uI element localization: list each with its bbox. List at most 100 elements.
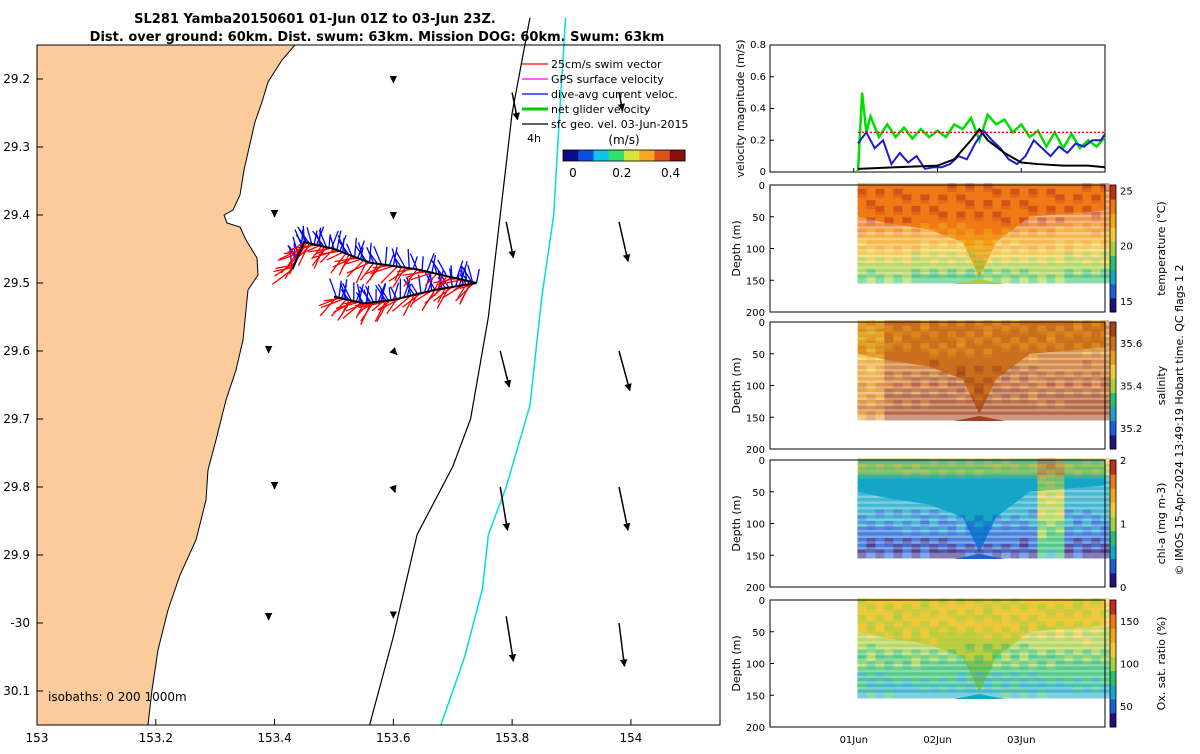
section-colorbar-swatch <box>1110 421 1116 436</box>
section-colorbar-tick-label: 1 <box>1120 520 1126 531</box>
section-data-cell <box>902 411 911 420</box>
isobaths-label: isobaths: 0 200 1000m <box>48 690 187 704</box>
colorbar-tick-label: 0 <box>569 166 577 180</box>
sfc-velocity-arrow <box>393 487 395 492</box>
section-colorbar-label: salinity <box>1155 365 1168 405</box>
section-y-tick-label: 150 <box>746 551 765 562</box>
colorbar-tick-label: 0.2 <box>612 166 631 180</box>
sfc-velocity-arrow <box>500 351 509 387</box>
section-data-cell <box>1010 411 1019 420</box>
section-mask-bottom <box>770 421 1105 448</box>
section-colorbar-swatch <box>1110 516 1116 531</box>
current-vector <box>422 256 423 270</box>
section-data-cell <box>884 274 893 283</box>
section-colorbar-swatch <box>1110 545 1116 560</box>
section-colorbar-tick-label: 15 <box>1120 297 1133 308</box>
section-colorbar-tick-label: 100 <box>1120 660 1139 671</box>
section-data-cell <box>1001 411 1010 420</box>
map-y-tick-label: 29.4 <box>3 208 30 222</box>
map-x-tick-label: 153.6 <box>376 731 410 745</box>
map-title-line2: Dist. over ground: 60km. Dist. swum: 63k… <box>90 30 665 45</box>
time-axis-tick-label: 02Jun <box>923 735 951 746</box>
colorbar-swatch <box>639 150 655 161</box>
section-data-cell <box>947 689 956 698</box>
section-data-cell <box>1091 549 1100 558</box>
section-data-cell <box>1019 549 1028 558</box>
current-vector <box>330 278 337 297</box>
section-data-cell <box>911 689 920 698</box>
land-area <box>37 45 295 725</box>
section-data-cell <box>857 411 866 420</box>
section-colorbar-tick-label: 20 <box>1120 242 1133 253</box>
map-y-tick-label: 29.9 <box>3 548 30 562</box>
colorbar-swatch <box>578 150 594 161</box>
section-colorbar-label: Ox. sat. ratio (%) <box>1155 617 1168 711</box>
map-y-tick-label: 29.7 <box>3 412 30 426</box>
section-y-tick-label: 200 <box>746 445 765 456</box>
sfc-velocity-arrow <box>619 222 628 262</box>
velocity-y-tick-label: 0.8 <box>750 40 766 51</box>
section-data-cell <box>1028 274 1037 283</box>
current-vector <box>385 247 386 265</box>
section-colorbar-swatch <box>1110 241 1116 256</box>
section-data-cell <box>911 274 920 283</box>
section-data-cell <box>1001 689 1010 698</box>
section-data-cell <box>1082 411 1091 420</box>
map-y-tick-label: 29.2 <box>3 72 30 86</box>
section-data-cell <box>902 689 911 698</box>
footer-credit: © IMOS 15-Apr-2024 13:49:19 Hobart time.… <box>1173 265 1186 576</box>
current-vector <box>389 287 391 300</box>
section-data-cell <box>920 689 929 698</box>
section-data-cell <box>1001 274 1010 283</box>
current-vector <box>408 249 409 268</box>
section-data-cell <box>884 689 893 698</box>
section-data-cell <box>920 411 929 420</box>
section-data-cell <box>1010 689 1019 698</box>
section-colorbar-swatch <box>1110 642 1116 657</box>
section-colorbar-swatch <box>1110 531 1116 546</box>
section-colorbar-swatch <box>1110 213 1116 228</box>
section-colorbar-swatch <box>1110 573 1116 588</box>
section-data-cell <box>1082 549 1091 558</box>
section-data-cell <box>1037 274 1046 283</box>
section-data-cell <box>1019 411 1028 420</box>
colorbar-swatch <box>655 150 671 161</box>
sfc-velocity-arrow <box>506 616 513 661</box>
section-colorbar-swatch <box>1110 600 1116 615</box>
section-colorbar-label: temperature (°C) <box>1155 201 1168 295</box>
velocity-y-tick-label: 0.6 <box>750 72 766 83</box>
section-colorbar-swatch <box>1110 185 1116 200</box>
velocity-y-tick-label: 0.2 <box>750 135 766 146</box>
section-colorbar-swatch <box>1110 378 1116 393</box>
section-data-cell <box>1055 411 1064 420</box>
section-data-cell <box>1091 274 1100 283</box>
section-data-cell <box>893 549 902 558</box>
velocity-axes-box <box>770 45 1105 172</box>
section-colorbar-swatch <box>1110 364 1116 379</box>
section-data-cell <box>920 549 929 558</box>
section-data-cell <box>1064 411 1073 420</box>
time-axis-tick-label: 03Jun <box>1007 735 1035 746</box>
section-data-cell <box>1073 274 1082 283</box>
section-data-cell <box>1019 274 1028 283</box>
colorbar-swatch <box>609 150 625 161</box>
section-colorbar-tick-label: 0 <box>1120 583 1126 594</box>
section-data-cell <box>1091 689 1100 698</box>
section-data-cell <box>1082 689 1091 698</box>
section-data-cell <box>1073 549 1082 558</box>
section-y-tick-label: 0 <box>759 181 765 192</box>
section-colorbar-swatch <box>1110 713 1116 728</box>
section-data-cell <box>902 274 911 283</box>
current-vector <box>476 269 479 283</box>
section-y-tick-label: 50 <box>752 350 765 361</box>
legend-time-label: 4h <box>527 132 541 145</box>
map-y-tick-label: 30.1 <box>3 684 30 698</box>
colorbar-swatch <box>670 150 686 161</box>
section-y-tick-label: 0 <box>759 456 765 467</box>
section-colorbar-swatch <box>1110 435 1116 450</box>
section-data-cell <box>1001 549 1010 558</box>
section-data-cell <box>929 549 938 558</box>
section-colorbar-swatch <box>1110 298 1116 313</box>
